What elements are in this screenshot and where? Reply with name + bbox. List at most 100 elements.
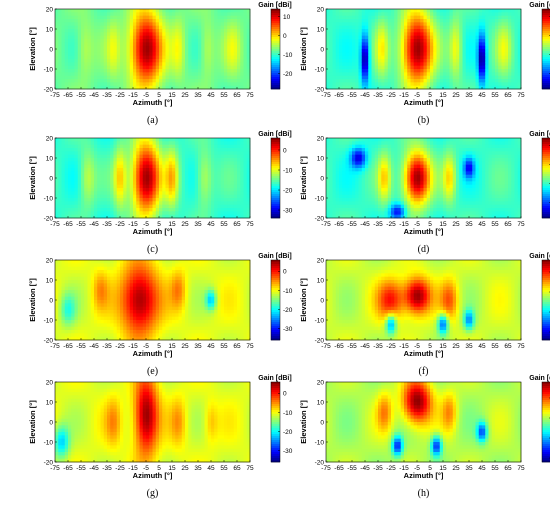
- heatmap-cell: [491, 59, 496, 63]
- heatmap-cell: [227, 62, 231, 67]
- heatmap-cell: [123, 49, 127, 53]
- heatmap-cell: [74, 79, 79, 83]
- heatmap-cell: [146, 201, 150, 206]
- heatmap-cell: [207, 168, 212, 172]
- heatmap-cell: [113, 75, 118, 80]
- heatmap-cell: [116, 138, 121, 142]
- panel-caption: (c): [147, 244, 158, 255]
- heatmap-cell: [201, 79, 205, 83]
- heatmap-cell: [517, 85, 522, 90]
- heatmap-cell: [478, 85, 483, 90]
- heatmap-cell: [491, 15, 496, 20]
- heatmap-cell: [110, 15, 114, 20]
- heatmap-cell: [198, 158, 202, 162]
- heatmap-cell: [172, 144, 176, 149]
- heatmap-cell: [126, 29, 131, 33]
- heatmap-cell: [404, 29, 408, 33]
- heatmap-cell: [342, 15, 346, 20]
- heatmap-cell: [61, 29, 66, 33]
- heatmap-cell: [211, 85, 215, 90]
- heatmap-cell: [90, 188, 95, 192]
- heatmap-cell: [240, 45, 244, 50]
- heatmap-cell: [423, 19, 428, 23]
- heatmap-cell: [142, 69, 147, 73]
- heatmap-cell: [230, 191, 235, 196]
- heatmap-cell: [339, 62, 343, 67]
- heatmap-cell: [224, 12, 228, 17]
- heatmap-cell: [185, 144, 189, 149]
- heatmap-cell: [142, 42, 147, 47]
- colorbar-swatch: [542, 75, 550, 78]
- heatmap-cell: [191, 52, 196, 57]
- heatmap-cell: [126, 69, 131, 73]
- heatmap-cell: [64, 72, 69, 77]
- heatmap-cell: [139, 55, 144, 60]
- heatmap-cell: [204, 198, 209, 202]
- heatmap-cell: [246, 39, 251, 43]
- heatmap-cell: [162, 52, 166, 57]
- heatmap-cell: [443, 42, 447, 47]
- heatmap-cell: [71, 82, 75, 87]
- heatmap-cell: [240, 154, 244, 159]
- heatmap-cell: [361, 65, 366, 70]
- heatmap-cell: [459, 79, 463, 83]
- heatmap-cell: [332, 12, 337, 17]
- heatmap-cell: [113, 49, 118, 53]
- heatmap-cell: [243, 164, 248, 169]
- heatmap-cell: [100, 55, 105, 60]
- heatmap-cell: [74, 59, 79, 63]
- heatmap-cell: [426, 19, 431, 23]
- heatmap-cell: [77, 201, 82, 206]
- heatmap-cell: [459, 55, 463, 60]
- heatmap-cell: [220, 42, 225, 47]
- heatmap-cell: [191, 201, 196, 206]
- heatmap-cell: [90, 22, 95, 27]
- heatmap-cell: [326, 69, 330, 73]
- colorbar-swatch: [271, 204, 280, 207]
- heatmap-cell: [224, 188, 228, 192]
- heatmap-cell: [230, 49, 235, 53]
- heatmap-cell: [126, 15, 131, 20]
- heatmap-cell: [120, 181, 124, 186]
- heatmap-cell: [374, 82, 379, 87]
- heatmap-cell: [227, 55, 231, 60]
- heatmap-cell: [217, 82, 222, 87]
- heatmap-cell: [133, 188, 137, 192]
- heatmap-cell: [240, 19, 244, 23]
- heatmap-cell: [332, 59, 337, 63]
- heatmap-cell: [240, 39, 244, 43]
- heatmap-cell: [116, 168, 121, 172]
- heatmap-cell: [227, 181, 231, 186]
- heatmap-cell: [172, 19, 176, 23]
- heatmap-cell: [77, 138, 82, 142]
- heatmap-cell: [240, 151, 244, 156]
- heatmap-cell: [97, 181, 101, 186]
- heatmap-cell: [123, 9, 127, 13]
- heatmap-cell: [165, 171, 170, 176]
- colorbar-swatch: [271, 51, 280, 54]
- heatmap-cell: [175, 204, 179, 209]
- heatmap-cell: [149, 22, 153, 27]
- heatmap-cell: [329, 85, 333, 90]
- heatmap-cell: [71, 22, 75, 27]
- heatmap-cell: [194, 42, 199, 47]
- heatmap-cell: [185, 198, 189, 202]
- heatmap-cell: [77, 45, 82, 50]
- heatmap-cell: [185, 42, 189, 47]
- heatmap-cell: [152, 39, 157, 43]
- heatmap-cell: [361, 15, 366, 20]
- heatmap-cell: [374, 69, 379, 73]
- heatmap-cell: [433, 85, 437, 90]
- heatmap-cell: [123, 184, 127, 189]
- heatmap-cell: [365, 191, 369, 196]
- heatmap-cell: [514, 32, 519, 37]
- heatmap-cell: [181, 35, 186, 40]
- heatmap-cell: [339, 52, 343, 57]
- heatmap-cell: [365, 141, 369, 146]
- heatmap-cell: [469, 9, 473, 13]
- heatmap-cell: [74, 141, 79, 146]
- heatmap-cell: [188, 69, 192, 73]
- heatmap-cell: [74, 35, 79, 40]
- heatmap-cell: [61, 25, 66, 30]
